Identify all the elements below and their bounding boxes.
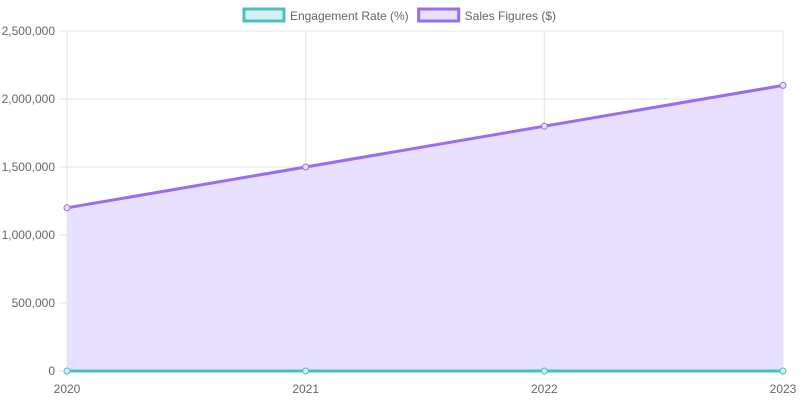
series-line-sales-figures xyxy=(65,83,785,210)
x-tick-label: 2021 xyxy=(292,382,319,396)
y-tick-label: 1,000,000 xyxy=(2,228,56,242)
legend: Engagement Rate (%) Sales Figures ($) xyxy=(242,7,556,23)
legend-label-sales-figures[interactable]: Sales Figures ($) xyxy=(465,9,556,23)
x-tick-label: 2022 xyxy=(531,382,558,396)
series-area-sales-figures xyxy=(67,85,783,372)
data-point-sales-figures[interactable] xyxy=(302,163,310,171)
y-tick-label: 2,000,000 xyxy=(2,92,56,106)
y-tick-label: 1,500,000 xyxy=(2,160,56,174)
data-point-engagement-rate[interactable] xyxy=(779,367,787,375)
data-point-sales-figures[interactable] xyxy=(63,204,71,212)
area-layer xyxy=(67,85,783,372)
point-layer xyxy=(63,81,787,375)
y-tick-label: 2,500,000 xyxy=(2,24,56,38)
line-layer xyxy=(65,83,785,373)
data-point-engagement-rate[interactable] xyxy=(63,367,71,375)
axis-layer: 0 500,000 1,000,000 1,500,000 2,000,000 2,500… xyxy=(2,24,797,396)
data-point-engagement-rate[interactable] xyxy=(540,367,548,375)
legend-swatch-engagement-rate[interactable] xyxy=(242,7,286,23)
y-tick-label: 0 xyxy=(48,364,55,378)
x-tick-label: 2020 xyxy=(54,382,81,396)
data-point-engagement-rate[interactable] xyxy=(302,367,310,375)
x-tick-label: 2023 xyxy=(770,382,797,396)
legend-label-engagement-rate[interactable]: Engagement Rate (%) xyxy=(290,9,409,23)
y-tick-label: 500,000 xyxy=(12,296,56,310)
data-point-sales-figures[interactable] xyxy=(779,81,787,89)
legend-swatch-sales-figures[interactable] xyxy=(417,7,461,23)
data-point-sales-figures[interactable] xyxy=(540,122,548,130)
